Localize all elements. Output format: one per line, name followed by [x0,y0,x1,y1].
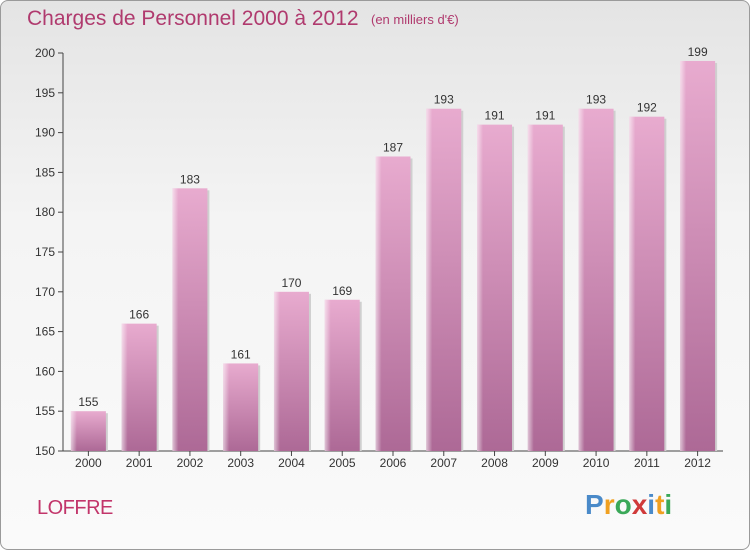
data-label: 192 [637,101,657,115]
y-tick-label: 195 [35,86,55,100]
data-label: 193 [434,93,454,107]
y-tick-label: 190 [35,126,55,140]
data-label: 170 [281,276,301,290]
data-label: 183 [180,172,200,186]
bars-group [70,60,718,452]
data-label: 169 [332,284,352,298]
x-tick-label: 2010 [583,456,610,470]
y-tick-label: 170 [35,285,55,299]
bar-highlight [578,108,585,451]
data-label: 191 [485,109,505,123]
y-tick-label: 160 [35,364,55,378]
y-tick-label: 150 [35,444,55,458]
x-tick-label: 2003 [227,456,254,470]
y-tick-label: 155 [35,404,55,418]
data-label: 166 [129,308,149,322]
y-tick-label: 185 [35,165,55,179]
bar-highlight [223,363,230,451]
bar-highlight [527,124,534,451]
bar-highlight [680,60,687,452]
x-tick-label: 2006 [380,456,407,470]
proxiti-logo: Proxiti [585,489,673,520]
x-tick-label: 2005 [329,456,356,470]
x-tick-label: 2009 [532,456,559,470]
bar-highlight [121,323,128,451]
chart-title: Charges de Personnel 2000 à 2012 [27,7,359,30]
data-label: 191 [535,109,555,123]
x-tick-label: 2012 [684,456,711,470]
bar-highlight [375,156,382,452]
x-tick-label: 2004 [278,456,305,470]
x-tick-label: 2002 [177,456,204,470]
bar-highlight [273,291,280,451]
y-tick-label: 165 [35,325,55,339]
data-label: 187 [383,140,403,154]
bar-highlight [426,108,433,451]
x-tick-label: 2007 [430,456,457,470]
y-tick-label: 180 [35,205,55,219]
data-label: 193 [586,93,606,107]
bar-highlight [629,116,636,452]
bar-highlight [477,124,484,451]
data-label: 161 [231,347,251,361]
data-label: 155 [78,395,98,409]
x-tick-label: 2011 [634,456,660,470]
x-tick-label: 2001 [126,456,153,470]
x-tick-label: 2000 [75,456,102,470]
bar-highlight [324,299,331,451]
bar-highlight [172,188,179,451]
data-labels-group: 155 166 183 161 170 169 187 193 191 191 193 192 199 [78,45,708,409]
commune-name: LOFFRE [37,497,113,519]
x-tick-label: 2008 [481,456,508,470]
y-tick-label: 175 [35,245,55,259]
data-label: 199 [688,45,708,59]
chart-subtitle: (en milliers d'€) [371,12,459,27]
bar-highlight [70,411,77,451]
y-tick-label: 200 [35,46,55,60]
